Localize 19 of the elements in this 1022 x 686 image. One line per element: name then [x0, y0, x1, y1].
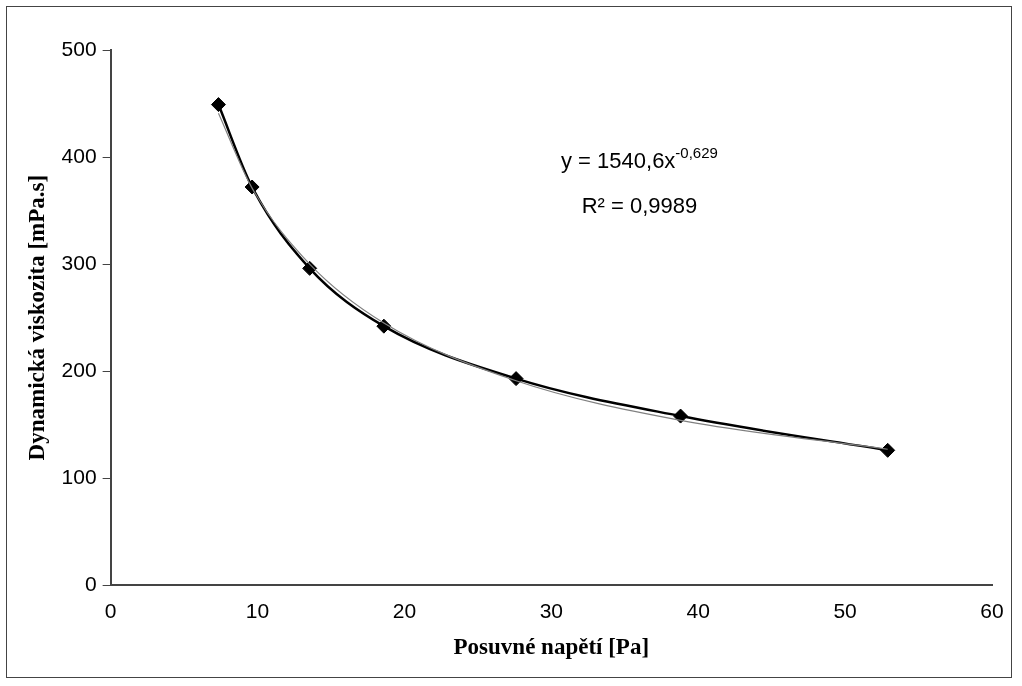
- x-tick-label: 0: [104, 598, 117, 622]
- y-tick-label: 0: [84, 572, 97, 595]
- point: [880, 442, 896, 458]
- x-tick-label: 10: [245, 598, 270, 622]
- y-axis-title: Dynamická viskozita [mPa.s]: [23, 174, 49, 461]
- y-tick-label: 100: [61, 464, 97, 488]
- x-tick-label: 30: [539, 598, 563, 622]
- y-tick-label: 500: [61, 36, 97, 60]
- x-tick-label: 20: [392, 598, 417, 622]
- point: [673, 408, 689, 424]
- x-tick-label: 40: [686, 598, 710, 622]
- x-tick-label: 60: [980, 598, 1004, 622]
- x-tick-label: 50: [833, 598, 857, 622]
- x-axis-title: Posuvné napětí [Pa]: [453, 634, 650, 660]
- y-tick-label: 400: [61, 143, 97, 167]
- point: [210, 97, 226, 113]
- annotation: R² = 0,9989: [581, 193, 698, 219]
- y-tick-label: 300: [61, 250, 97, 274]
- y-tick-label: 200: [61, 357, 97, 381]
